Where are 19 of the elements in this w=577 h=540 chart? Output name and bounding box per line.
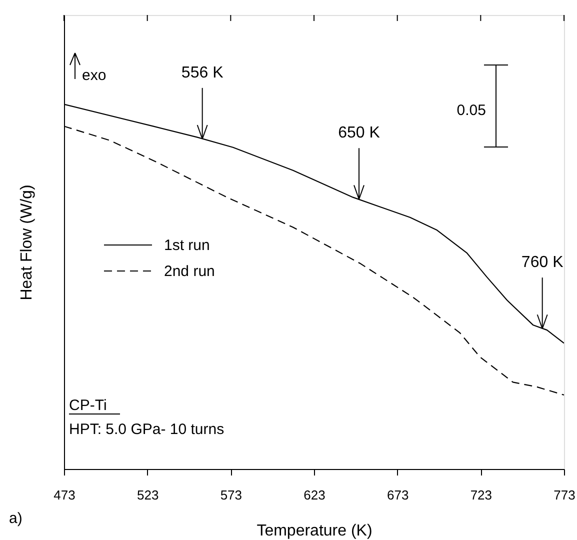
text: a): [9, 510, 22, 527]
legend-label: 1st run: [164, 237, 210, 254]
text: exo: [82, 67, 106, 84]
x-axis-title: Temperature (K): [256, 522, 372, 540]
annotation: 650 K: [338, 124, 380, 142]
x-tick-label: 623: [304, 488, 326, 502]
x-tick-label: 773: [554, 488, 576, 502]
annotation: 760 K: [521, 254, 564, 271]
annotation: CP-Ti: [69, 397, 107, 414]
x-tick-label: 523: [136, 488, 159, 502]
y-axis-title: Heat Flow (W/g): [18, 184, 36, 300]
x-tick-label: 723: [470, 488, 492, 502]
x-tick-label: 573: [220, 488, 242, 502]
annotation: 0.05: [456, 102, 486, 119]
legend-label: 2nd run: [164, 263, 215, 280]
x-tick-label: 673: [386, 488, 409, 502]
x-tick-label: 473: [54, 488, 76, 502]
annotation: HPT: 5.0 GPa- 10 turns: [69, 421, 224, 438]
annotation: 556 K: [181, 64, 224, 82]
